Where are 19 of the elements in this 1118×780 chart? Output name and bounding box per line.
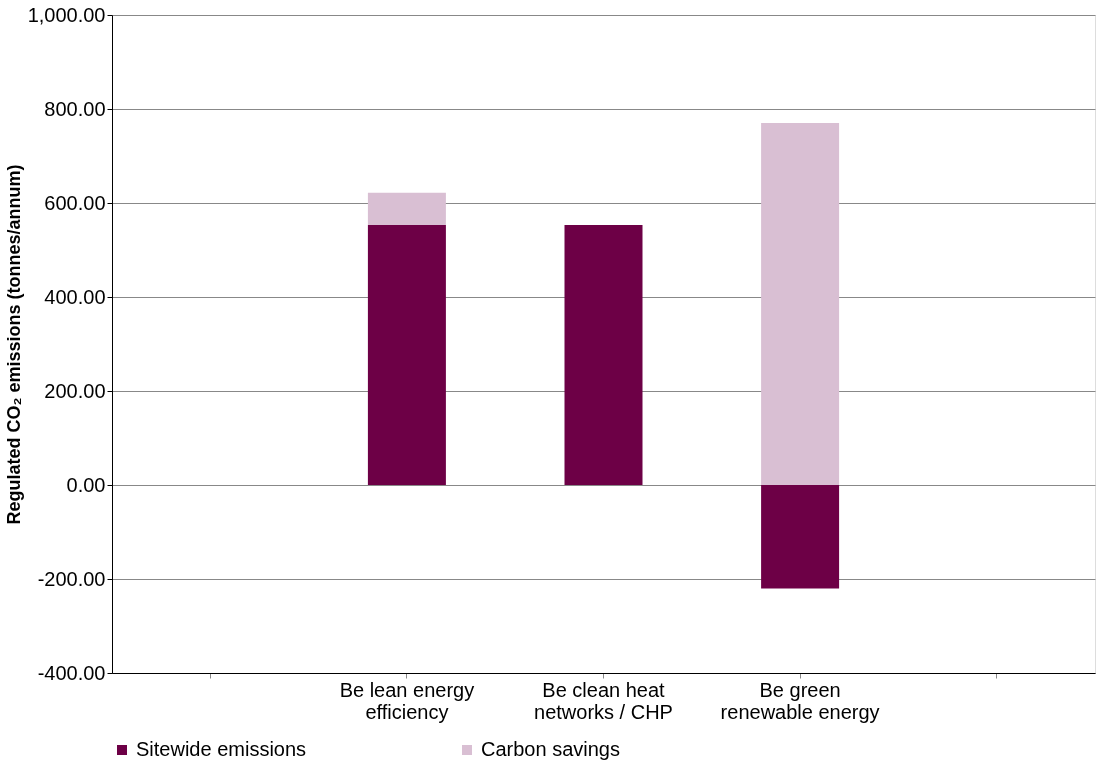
y-tick-label: 200.00: [44, 379, 106, 402]
bar: [367, 225, 446, 485]
y-tick-label: -400.00: [37, 661, 106, 684]
y-tick-label: 800.00: [44, 97, 106, 120]
x-tick-label: Be clean heat networks / CHP: [534, 678, 673, 723]
bar: [761, 485, 840, 589]
bar: [367, 192, 446, 226]
x-tick-label: Be green renewable energy: [720, 678, 880, 723]
y-tick-label: 400.00: [44, 285, 106, 308]
y-tick-label: 0.00: [66, 473, 106, 496]
legend-label: Carbon savings: [481, 738, 620, 760]
legend-label: Sitewide emissions: [136, 738, 307, 760]
y-tick-label: -200.00: [37, 567, 106, 590]
y-axis-title: Regulated CO₂ emissions (tonnes/annum): [3, 164, 24, 525]
y-tick-label: 1,000.00: [27, 3, 106, 26]
bar: [564, 225, 643, 485]
x-tick-label: Be lean energy efficiency: [339, 678, 475, 723]
y-tick-label: 600.00: [44, 191, 106, 214]
bar: [761, 123, 840, 485]
